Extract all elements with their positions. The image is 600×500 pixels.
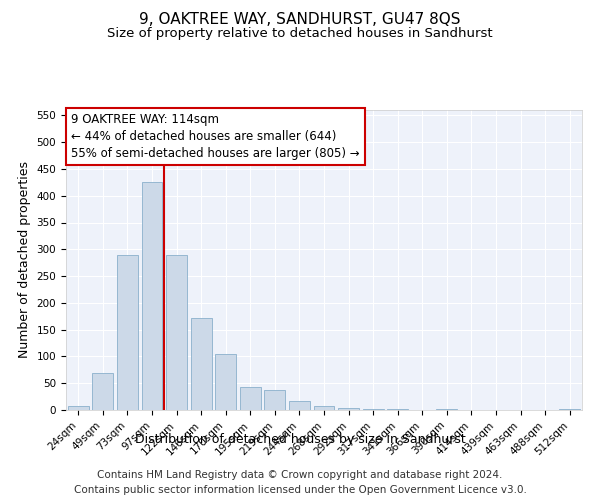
Bar: [265, 390, 286, 410]
Bar: [166, 254, 187, 410]
Text: 9 OAKTREE WAY: 114sqm
← 44% of detached houses are smaller (644)
55% of semi-det: 9 OAKTREE WAY: 114sqm ← 44% of detached …: [71, 113, 360, 160]
Text: 9, OAKTREE WAY, SANDHURST, GU47 8QS: 9, OAKTREE WAY, SANDHURST, GU47 8QS: [139, 12, 461, 28]
Bar: [436, 409, 457, 410]
Text: Contains HM Land Registry data © Crown copyright and database right 2024.: Contains HM Land Registry data © Crown c…: [97, 470, 503, 480]
Y-axis label: Number of detached properties: Number of detached properties: [18, 162, 31, 358]
Bar: [362, 409, 383, 410]
Text: Contains public sector information licensed under the Open Government Licence v3: Contains public sector information licen…: [74, 485, 526, 495]
Text: Distribution of detached houses by size in Sandhurst: Distribution of detached houses by size …: [134, 432, 466, 446]
Bar: [142, 182, 163, 410]
Bar: [314, 406, 334, 410]
Bar: [289, 401, 310, 410]
Text: Size of property relative to detached houses in Sandhurst: Size of property relative to detached ho…: [107, 28, 493, 40]
Bar: [191, 318, 212, 410]
Bar: [92, 372, 113, 410]
Bar: [68, 406, 89, 410]
Bar: [117, 254, 138, 410]
Bar: [240, 387, 261, 410]
Bar: [559, 409, 580, 410]
Bar: [215, 354, 236, 410]
Bar: [338, 408, 359, 410]
